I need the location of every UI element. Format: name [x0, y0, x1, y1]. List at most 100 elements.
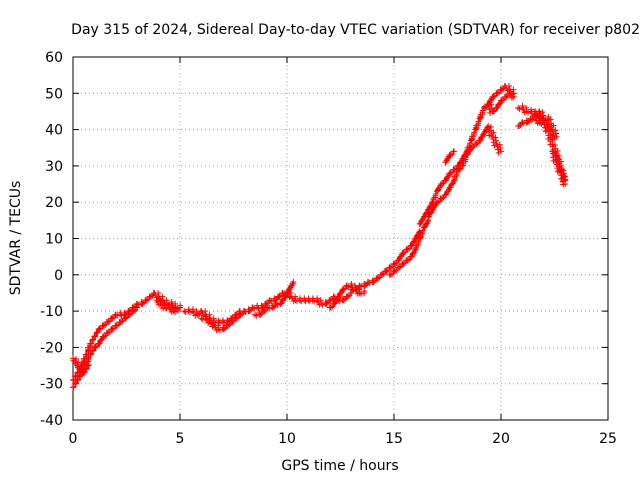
- data-point: [431, 203, 438, 210]
- data-point: [220, 326, 227, 333]
- data-point: [105, 329, 112, 336]
- data-point: [418, 217, 425, 224]
- data-point: [554, 147, 561, 154]
- data-point: [202, 308, 209, 315]
- data-point: [366, 279, 373, 286]
- data-point: [465, 148, 472, 155]
- data-point: [327, 304, 334, 311]
- data-point: [77, 363, 84, 370]
- data-point: [554, 155, 561, 162]
- data-point: [283, 290, 290, 297]
- data-point: [529, 116, 536, 123]
- data-point: [172, 300, 179, 307]
- data-point: [435, 184, 442, 191]
- data-point: [155, 289, 162, 296]
- data-point: [499, 86, 506, 93]
- data-point: [85, 344, 92, 351]
- x-axis-label: GPS time / hours: [281, 458, 398, 474]
- data-point: [323, 300, 330, 307]
- y-axis-label: SDTVAR / TECUs: [8, 181, 24, 296]
- data-point: [253, 312, 260, 319]
- y-tick-label: 40: [45, 123, 63, 139]
- data-point: [327, 297, 334, 304]
- data-point: [397, 253, 404, 260]
- data-point: [498, 148, 504, 155]
- data-point: [159, 293, 166, 300]
- data-point: [444, 155, 451, 162]
- data-point: [419, 227, 426, 234]
- data-point: [246, 308, 253, 315]
- data-point: [434, 199, 441, 206]
- y-tick-label: 0: [54, 268, 63, 284]
- data-point: [392, 260, 399, 267]
- data-point: [550, 122, 557, 129]
- data-point: [400, 260, 407, 267]
- y-tick-label: -40: [40, 413, 63, 429]
- data-point: [444, 174, 451, 181]
- data-point: [415, 238, 422, 245]
- data-point: [274, 301, 281, 308]
- data-point: [317, 297, 324, 304]
- y-tick-label: -10: [40, 304, 63, 320]
- data-point: [387, 264, 394, 271]
- data-point: [387, 271, 394, 278]
- data-point: [340, 286, 347, 293]
- data-point: [87, 340, 94, 347]
- data-point: [97, 337, 104, 344]
- data-point: [523, 104, 530, 111]
- data-point: [400, 250, 407, 257]
- data-point: [410, 250, 417, 257]
- data-point: [416, 228, 423, 235]
- plot-frame: [72, 56, 609, 421]
- data-point: [74, 376, 81, 383]
- data-point: [543, 119, 550, 126]
- data-point: [319, 301, 326, 308]
- data-point: [392, 268, 399, 275]
- data-point: [490, 129, 497, 136]
- data-point: [336, 298, 343, 305]
- data-point: [216, 327, 223, 334]
- data-point: [477, 111, 484, 118]
- data-point: [544, 123, 551, 130]
- data-point: [457, 159, 464, 166]
- data-point: [447, 170, 454, 177]
- data-point: [75, 359, 82, 366]
- data-point: [186, 309, 193, 315]
- y-tick-label: 20: [45, 195, 63, 211]
- data-point: [292, 293, 299, 300]
- data-point: [172, 309, 179, 315]
- data-point: [83, 365, 90, 372]
- data-point: [113, 322, 120, 329]
- y-tick-label: 60: [45, 50, 63, 66]
- data-point: [370, 279, 377, 286]
- data-point: [561, 174, 568, 181]
- data-point: [560, 170, 567, 177]
- data-point: [139, 300, 146, 307]
- data-point: [94, 329, 101, 336]
- y-tick-label: -20: [40, 340, 63, 356]
- data-point: [516, 122, 523, 129]
- data-point: [174, 308, 181, 315]
- data-point: [487, 97, 494, 104]
- data-point: [439, 181, 446, 188]
- y-tick-label: 10: [45, 232, 63, 248]
- data-point: [109, 315, 116, 322]
- data-point: [311, 298, 318, 305]
- y-tick-label: 50: [45, 86, 63, 102]
- data-point: [143, 297, 150, 304]
- y-tick-label: -30: [40, 377, 63, 393]
- data-point: [345, 283, 352, 290]
- data-point: [263, 300, 270, 307]
- data-point: [374, 275, 381, 282]
- data-point: [490, 93, 497, 100]
- data-point: [450, 148, 457, 155]
- data-point: [475, 118, 482, 125]
- data-point: [270, 304, 277, 311]
- data-point: [558, 166, 565, 173]
- data-point: [492, 134, 499, 141]
- data-point: [118, 318, 125, 325]
- data-point: [134, 304, 141, 311]
- data-point: [469, 144, 476, 151]
- data-point: [101, 322, 108, 329]
